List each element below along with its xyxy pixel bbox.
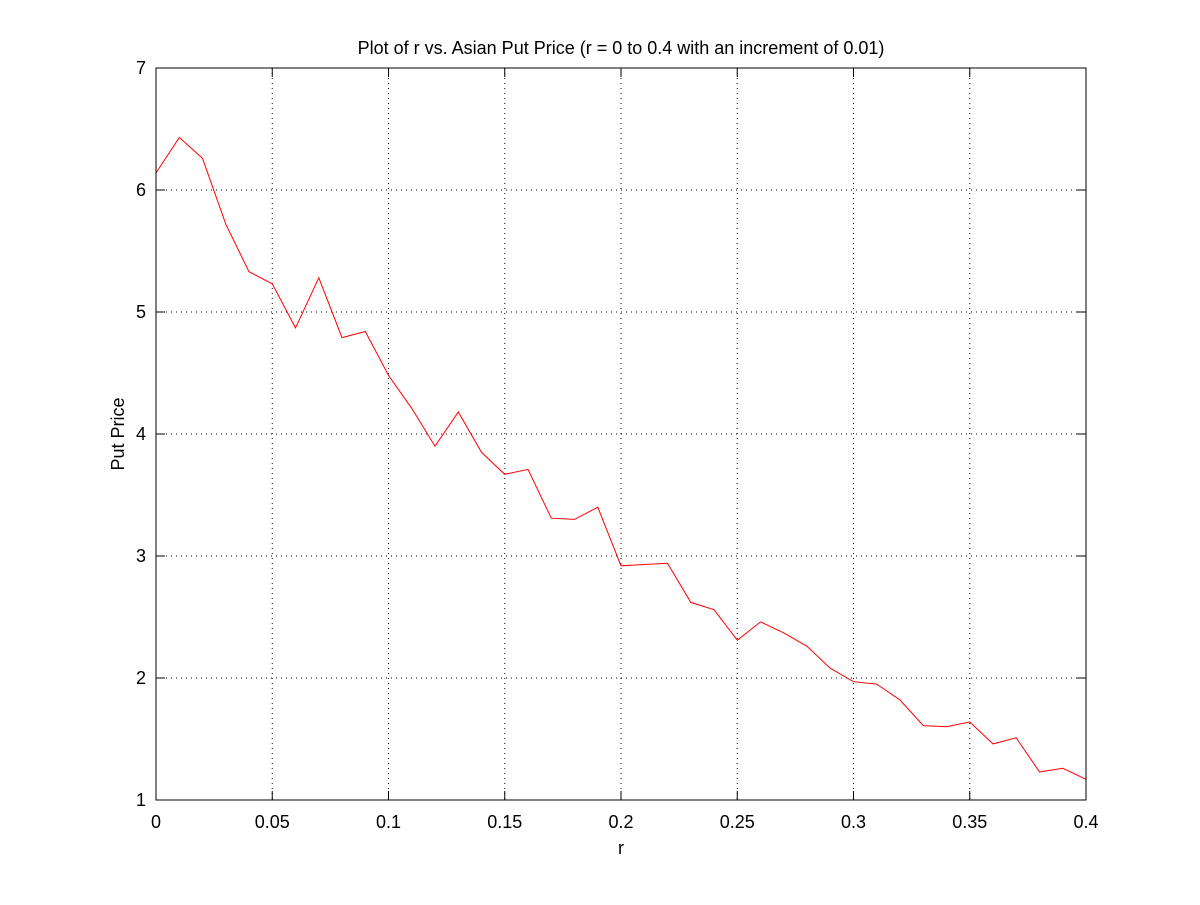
y-tick-label: 1 <box>136 790 146 810</box>
y-tick-label: 5 <box>136 302 146 322</box>
x-tick-label: 0.25 <box>720 812 755 832</box>
x-axis-label: r <box>618 838 624 858</box>
x-tick-label: 0.35 <box>952 812 987 832</box>
y-tick-label: 2 <box>136 668 146 688</box>
tick-labels: 0 0.05 0.1 0.15 0.2 0.25 0.3 0.35 0.4 1 2 3 4 5 6 7 <box>136 58 1099 832</box>
x-tick-label: 0.2 <box>608 812 633 832</box>
x-tick-label: 0.05 <box>255 812 290 832</box>
y-tick-label: 6 <box>136 180 146 200</box>
y-tick-label: 4 <box>136 424 146 444</box>
y-tick-label: 3 <box>136 546 146 566</box>
x-tick-label: 0.3 <box>841 812 866 832</box>
y-tick-label: 7 <box>136 58 146 78</box>
x-tick-label: 0.1 <box>376 812 401 832</box>
axis-ticks <box>155 67 1087 801</box>
series-layer <box>155 136 1087 780</box>
x-tick-label: 0 <box>151 812 161 832</box>
chart-title: Plot of r vs. Asian Put Price (r = 0 to … <box>358 38 885 58</box>
grid-lines <box>156 68 1086 800</box>
y-axis-label: Put Price <box>108 397 128 470</box>
x-tick-label: 0.4 <box>1073 812 1098 832</box>
series-line <box>155 136 1087 780</box>
x-tick-label: 0.15 <box>487 812 522 832</box>
